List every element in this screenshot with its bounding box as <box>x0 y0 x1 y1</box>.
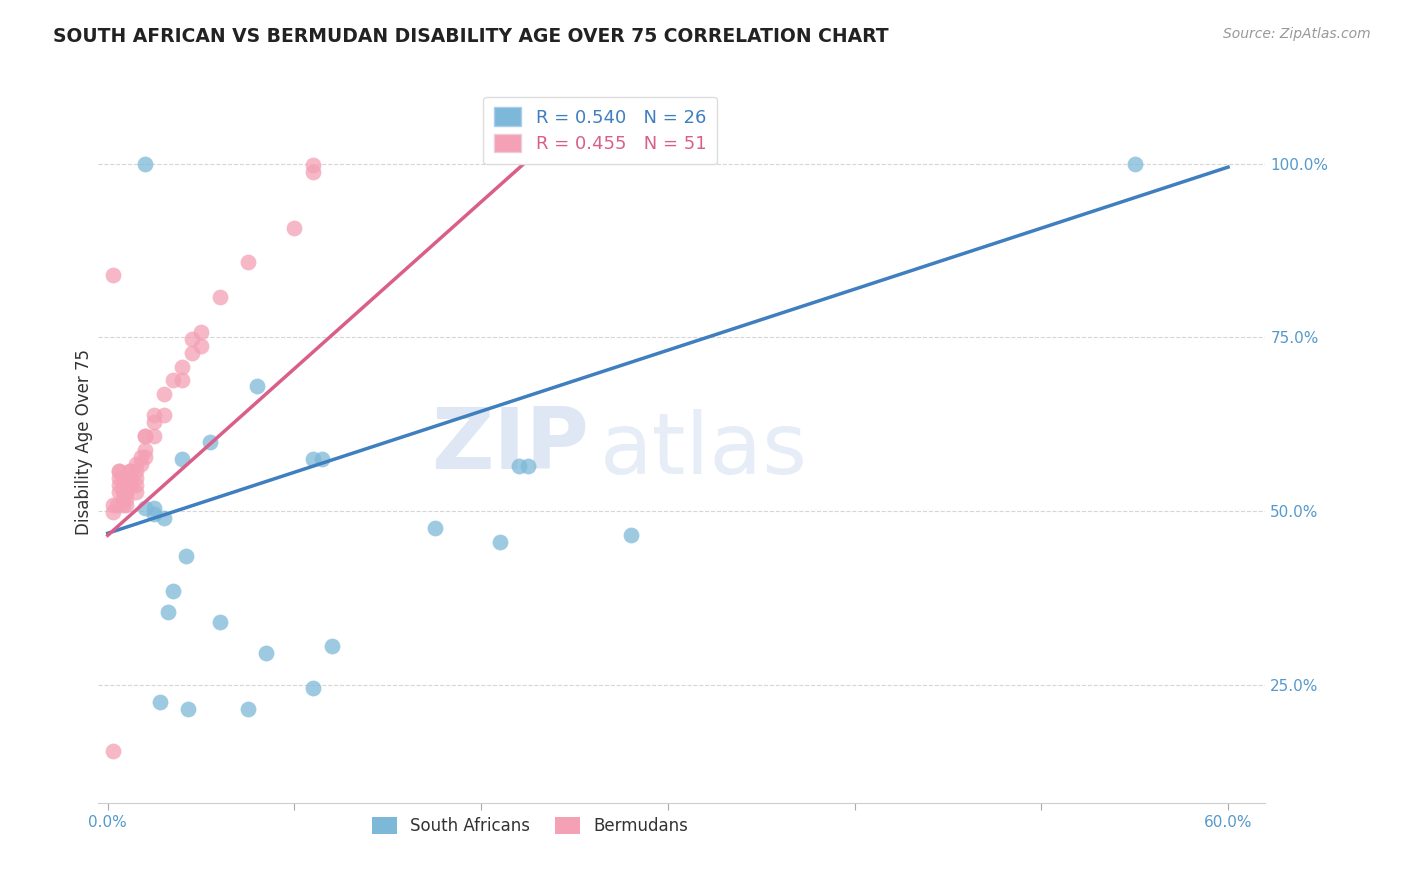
Point <box>111 484 134 499</box>
Point <box>1123 156 1146 170</box>
Point <box>180 332 202 346</box>
Point <box>134 450 156 464</box>
Point <box>143 500 166 515</box>
Point <box>302 158 325 172</box>
Point <box>172 359 194 374</box>
Point <box>120 464 142 478</box>
Point <box>149 695 172 709</box>
Point <box>143 415 166 429</box>
Point <box>190 325 212 339</box>
Point <box>162 583 184 598</box>
Point <box>321 640 343 654</box>
Point <box>103 499 125 513</box>
Point <box>143 408 166 422</box>
Point <box>190 339 212 353</box>
Point <box>134 442 156 457</box>
Point <box>236 702 259 716</box>
Point <box>120 464 142 478</box>
Point <box>283 220 305 235</box>
Point <box>143 508 166 522</box>
Point <box>111 471 134 485</box>
Point <box>516 458 538 473</box>
Point <box>108 484 131 499</box>
Point <box>125 457 148 471</box>
Point <box>619 528 641 542</box>
Point <box>152 511 174 525</box>
Point <box>302 165 325 179</box>
Text: Source: ZipAtlas.com: Source: ZipAtlas.com <box>1223 27 1371 41</box>
Point <box>302 681 325 695</box>
Point <box>143 429 166 443</box>
Point <box>115 491 138 506</box>
Legend: South Africans, Bermudans: South Africans, Bermudans <box>366 810 695 841</box>
Point <box>208 290 231 304</box>
Point <box>131 457 153 471</box>
Point <box>489 535 512 549</box>
Point <box>152 387 174 401</box>
Point <box>172 373 194 387</box>
Point <box>111 499 134 513</box>
Point <box>125 484 148 499</box>
Point <box>108 464 131 478</box>
Point <box>162 373 184 387</box>
Point <box>120 477 142 491</box>
Point <box>134 156 156 170</box>
Point <box>105 499 128 513</box>
Point <box>108 477 131 491</box>
Point <box>508 458 530 473</box>
Point <box>131 450 153 464</box>
Point <box>311 451 333 466</box>
Point <box>246 379 269 393</box>
Point <box>177 702 200 716</box>
Point <box>115 484 138 499</box>
Y-axis label: Disability Age Over 75: Disability Age Over 75 <box>75 349 93 534</box>
Point <box>103 744 125 758</box>
Text: atlas: atlas <box>600 409 808 491</box>
Point <box>125 471 148 485</box>
Point <box>208 615 231 630</box>
Point <box>256 647 278 661</box>
Point <box>152 408 174 422</box>
Point <box>125 477 148 491</box>
Point <box>174 549 197 564</box>
Point <box>302 451 325 466</box>
Text: SOUTH AFRICAN VS BERMUDAN DISABILITY AGE OVER 75 CORRELATION CHART: SOUTH AFRICAN VS BERMUDAN DISABILITY AGE… <box>53 27 889 45</box>
Point <box>134 429 156 443</box>
Point <box>115 499 138 513</box>
Point <box>111 477 134 491</box>
Point <box>103 268 125 282</box>
Point <box>103 505 125 519</box>
Point <box>236 255 259 269</box>
Point <box>180 345 202 359</box>
Point <box>108 471 131 485</box>
Point <box>125 464 148 478</box>
Point <box>172 451 194 466</box>
Point <box>156 605 179 619</box>
Point <box>423 521 446 535</box>
Text: ZIP: ZIP <box>430 404 589 487</box>
Point <box>134 429 156 443</box>
Point <box>108 464 131 478</box>
Point <box>111 491 134 506</box>
Point <box>200 434 222 449</box>
Point <box>134 500 156 515</box>
Point <box>115 484 138 499</box>
Point <box>120 471 142 485</box>
